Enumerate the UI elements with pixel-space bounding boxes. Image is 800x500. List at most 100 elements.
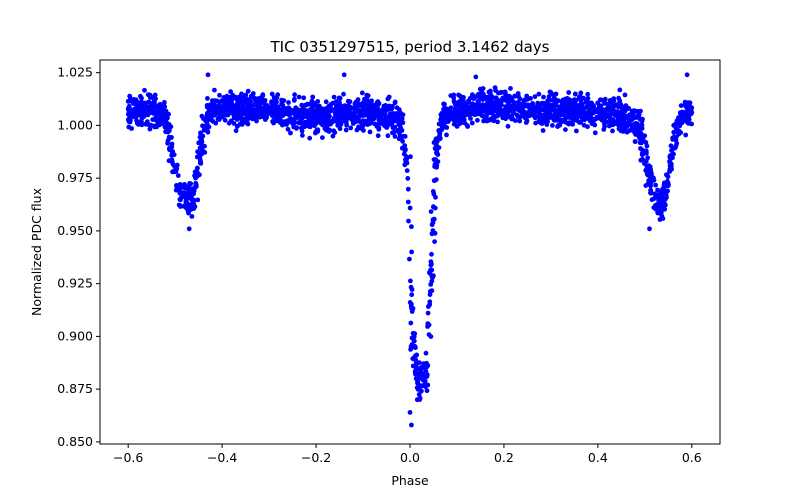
data-point bbox=[327, 108, 333, 113]
data-point bbox=[540, 115, 545, 121]
data-point bbox=[173, 169, 179, 174]
x-axis-label: Phase bbox=[391, 473, 429, 488]
data-point bbox=[476, 93, 482, 99]
data-point bbox=[163, 108, 169, 114]
data-point bbox=[665, 178, 670, 184]
data-point bbox=[409, 342, 415, 347]
data-point bbox=[521, 98, 527, 104]
y-tick-label: 0.900 bbox=[57, 328, 93, 343]
data-point bbox=[468, 116, 473, 121]
data-point bbox=[517, 118, 523, 124]
data-point bbox=[309, 111, 315, 117]
data-point bbox=[212, 99, 218, 105]
data-point bbox=[639, 123, 645, 128]
data-point bbox=[350, 118, 355, 123]
data-point bbox=[379, 121, 384, 126]
data-point bbox=[289, 110, 295, 116]
data-point bbox=[547, 104, 553, 110]
data-point bbox=[632, 114, 638, 120]
data-point bbox=[578, 120, 583, 125]
data-point bbox=[259, 94, 265, 100]
data-point bbox=[405, 199, 411, 205]
data-point bbox=[161, 103, 167, 108]
data-point bbox=[619, 109, 625, 114]
data-point bbox=[310, 94, 316, 100]
data-point bbox=[234, 124, 240, 129]
data-point bbox=[205, 129, 211, 135]
x-tick-label: −0.4 bbox=[207, 450, 237, 465]
data-point bbox=[361, 100, 366, 105]
data-point bbox=[689, 110, 694, 116]
data-point bbox=[239, 122, 245, 127]
data-point bbox=[608, 117, 613, 123]
data-point bbox=[430, 230, 436, 236]
data-point bbox=[321, 107, 326, 113]
data-point bbox=[591, 107, 597, 113]
data-point bbox=[343, 127, 349, 133]
data-point bbox=[336, 95, 342, 101]
data-point bbox=[177, 182, 183, 187]
data-point bbox=[359, 113, 365, 118]
chart-title: TIC 0351297515, period 3.1462 days bbox=[269, 38, 549, 56]
data-point bbox=[143, 121, 148, 127]
data-point bbox=[451, 117, 457, 123]
data-point bbox=[344, 122, 349, 128]
data-point bbox=[684, 72, 690, 78]
data-point bbox=[671, 129, 677, 135]
data-point bbox=[274, 112, 280, 118]
data-point bbox=[428, 262, 434, 268]
data-point bbox=[666, 182, 671, 188]
data-point bbox=[428, 259, 434, 265]
data-point bbox=[618, 124, 624, 130]
data-point bbox=[409, 422, 414, 428]
data-point bbox=[404, 168, 410, 174]
data-point bbox=[493, 107, 499, 112]
data-point bbox=[392, 134, 398, 139]
data-point bbox=[224, 93, 230, 99]
data-point bbox=[414, 361, 419, 367]
data-point bbox=[629, 117, 635, 123]
data-point bbox=[183, 198, 189, 204]
data-point bbox=[572, 114, 577, 120]
data-point bbox=[367, 108, 372, 114]
data-point bbox=[221, 97, 227, 103]
data-point bbox=[165, 140, 171, 146]
data-point bbox=[433, 194, 438, 200]
data-point bbox=[632, 139, 638, 145]
data-point bbox=[643, 148, 649, 154]
data-point bbox=[346, 112, 351, 118]
data-point bbox=[239, 91, 244, 97]
data-point bbox=[513, 118, 518, 123]
data-point bbox=[376, 126, 382, 132]
data-point bbox=[434, 139, 440, 144]
data-point bbox=[368, 100, 374, 105]
data-point bbox=[576, 94, 582, 100]
data-point bbox=[597, 97, 603, 103]
data-point bbox=[252, 96, 257, 101]
data-point bbox=[602, 99, 607, 105]
data-point bbox=[367, 129, 373, 135]
data-point bbox=[420, 377, 425, 383]
data-point bbox=[495, 119, 500, 125]
data-point bbox=[313, 121, 319, 127]
data-point bbox=[562, 110, 567, 116]
data-point bbox=[127, 113, 132, 119]
data-point bbox=[407, 256, 412, 262]
data-point bbox=[665, 173, 671, 179]
data-point bbox=[501, 95, 507, 101]
data-point bbox=[458, 98, 463, 104]
data-point bbox=[390, 104, 395, 109]
data-point bbox=[247, 115, 253, 120]
data-point bbox=[327, 127, 332, 133]
data-point bbox=[127, 93, 133, 99]
data-point bbox=[198, 161, 204, 166]
data-point bbox=[201, 116, 206, 122]
data-point bbox=[189, 214, 195, 219]
data-point bbox=[226, 120, 232, 126]
data-point bbox=[330, 133, 336, 139]
data-point bbox=[158, 106, 164, 111]
data-point bbox=[191, 188, 197, 194]
data-point bbox=[345, 98, 351, 104]
data-point bbox=[419, 364, 424, 370]
data-point bbox=[332, 106, 338, 112]
